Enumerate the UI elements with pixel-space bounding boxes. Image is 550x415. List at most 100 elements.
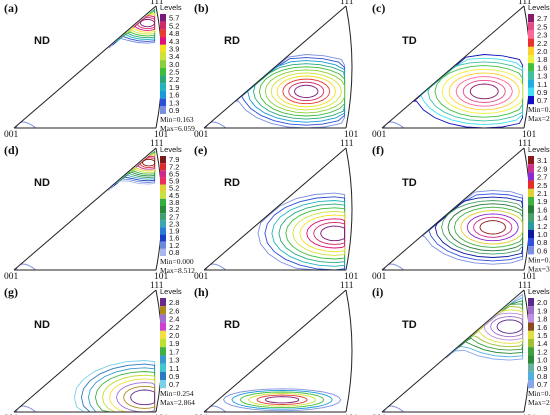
legend-swatch <box>528 314 534 323</box>
legend-level: 1.3 <box>169 356 179 365</box>
legend-swatch <box>528 22 534 31</box>
legend-swatch <box>160 170 166 178</box>
contour-line <box>15 405 37 412</box>
legend: Levels2.82.62.42.22.01.91.71.31.10.90.7M… <box>160 287 195 407</box>
corner-label-001: 001 <box>194 272 209 282</box>
contour-line <box>270 72 342 111</box>
contour-line <box>132 154 156 172</box>
legend-swatch <box>528 238 534 247</box>
legend-level: 2.4 <box>169 315 179 324</box>
corner-label-111: 111 <box>150 0 164 7</box>
legend-level: 1.9 <box>537 197 547 206</box>
contour-line <box>15 263 37 270</box>
contour-line <box>282 78 331 105</box>
legend-swatch <box>528 229 534 238</box>
direction-label: TD <box>402 319 417 331</box>
legend-title: Levels <box>160 287 182 296</box>
ipf-panel-9: (i)TD111001101Levels2.01.91.81.61.51.41.… <box>372 281 550 415</box>
legend-swatch <box>160 75 166 84</box>
legend-swatch <box>160 330 166 339</box>
legend-level: 1.6 <box>169 234 179 243</box>
legend-swatch <box>160 191 166 199</box>
legend-level: 7.2 <box>169 162 179 171</box>
legend-swatch <box>160 380 166 389</box>
legend-level: 0.9 <box>169 372 179 381</box>
legend: Levels7.97.26.55.95.24.53.83.22.72.31.91… <box>160 145 195 275</box>
legend-min: Min=0.254 <box>160 389 194 398</box>
legend-level: 5.7 <box>169 14 179 23</box>
contour-line <box>133 15 156 31</box>
corner-label-101: 101 <box>522 272 537 282</box>
legend-swatch <box>528 87 534 96</box>
contour-line <box>285 207 346 260</box>
direction-label: RD <box>224 319 240 331</box>
contour-line <box>126 150 156 176</box>
contour-line <box>135 17 156 30</box>
ipf-diagonal-edge <box>381 289 525 413</box>
contour-line <box>455 76 513 107</box>
contour-line <box>142 158 156 167</box>
legend-swatch <box>160 98 166 107</box>
legend: Levels 5.75.24.84.33.93.43.02.52.21.91.61… <box>160 3 195 133</box>
contour-line <box>299 214 346 253</box>
legend-level: 0.9 <box>169 106 179 115</box>
legend-level: 2.2 <box>169 75 179 84</box>
ipf-diagonal-edge <box>13 5 157 129</box>
contour-line <box>469 83 499 100</box>
contour-line <box>313 221 346 245</box>
legend-max: Max=3.194 <box>528 264 550 273</box>
contour-line <box>292 210 346 256</box>
legend-level: 1.0 <box>537 356 547 365</box>
legend-swatch <box>528 164 534 173</box>
contour-line <box>205 405 227 412</box>
legend-title: Levels <box>160 3 182 12</box>
contour-line <box>239 391 325 409</box>
contour-line <box>205 263 227 270</box>
direction-label: RD <box>224 177 240 189</box>
legend-level: 0.7 <box>537 380 547 389</box>
legend-level: 1.2 <box>537 347 547 356</box>
corner-label-101: 101 <box>522 130 537 140</box>
legend-swatch <box>528 221 534 230</box>
contour-line <box>264 396 300 404</box>
legend-min: Min=0.000 <box>160 257 194 266</box>
legend: Levels2.72.52.32.22.01.81.61.31.10.90.7M… <box>528 3 550 123</box>
contour-line <box>288 81 325 102</box>
legend-level: 1.4 <box>537 214 547 223</box>
legend-level: 2.7 <box>537 14 547 23</box>
legend-swatch <box>528 63 534 72</box>
contour-line <box>460 210 524 245</box>
legend-level: 4.8 <box>169 29 179 38</box>
legend-swatch <box>160 248 166 256</box>
legend-level: 0.8 <box>537 238 547 247</box>
legend-swatch <box>160 371 166 380</box>
ipf-panel-2: (b) RD 111 001 101 <box>194 0 359 140</box>
contour-group <box>15 360 156 412</box>
legend-swatch <box>528 71 534 80</box>
contour-line <box>271 200 346 267</box>
legend-swatch <box>528 197 534 206</box>
legend-swatch <box>160 227 166 235</box>
legend-swatch <box>160 37 166 45</box>
legend-level: 1.9 <box>169 227 179 236</box>
contour-line <box>231 389 333 410</box>
panel-label: (i) <box>372 285 383 299</box>
contour-line <box>140 18 155 28</box>
legend-level: 0.9 <box>537 88 547 97</box>
legend-swatch <box>160 363 166 372</box>
legend-swatch <box>160 198 166 206</box>
legend-level: 0.7 <box>169 380 179 389</box>
legend-level: 5.2 <box>169 184 179 193</box>
legend-level: 3.0 <box>169 60 179 69</box>
legend-swatch <box>528 355 534 364</box>
contour-line <box>320 225 346 242</box>
ipf-arc-edge <box>345 5 353 129</box>
corner-label-111: 111 <box>518 281 532 291</box>
legend-level: 4.5 <box>169 191 179 200</box>
panel-label: (g) <box>4 285 18 299</box>
legend-max: Max=2.070 <box>528 398 550 407</box>
contour-line <box>276 75 336 108</box>
legend-swatch <box>160 355 166 364</box>
